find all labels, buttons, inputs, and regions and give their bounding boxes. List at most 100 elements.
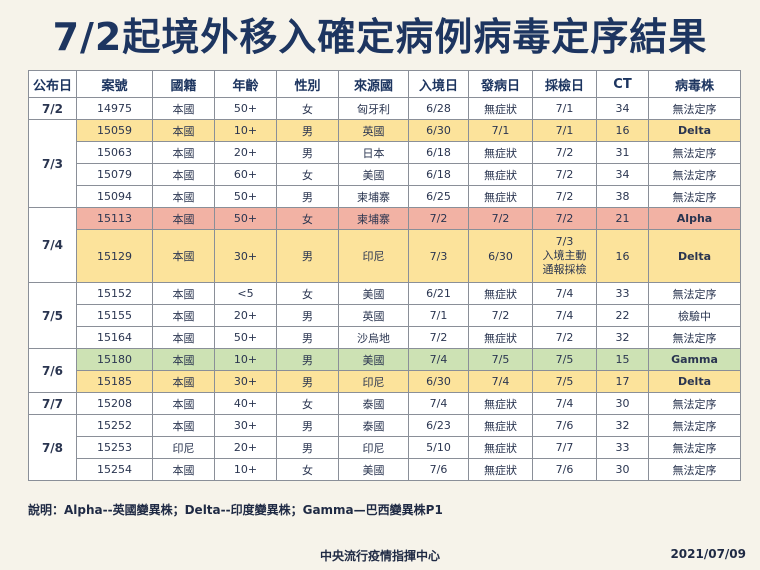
table-cell: 女 bbox=[276, 163, 339, 186]
table-cell: 7/2 bbox=[468, 207, 533, 230]
table-cell: 60+ bbox=[214, 163, 277, 186]
table-cell: 無法定序 bbox=[648, 141, 741, 164]
table-cell: 本國 bbox=[152, 229, 215, 283]
table-cell: 男 bbox=[276, 304, 339, 327]
table-cell: 15180 bbox=[76, 348, 153, 371]
table-cell: 16 bbox=[596, 119, 649, 142]
table-cell: 印尼 bbox=[338, 436, 409, 459]
table-cell: 7/2 bbox=[408, 207, 469, 230]
table-cell: 7/2 bbox=[532, 163, 597, 186]
table-cell: Gamma bbox=[648, 348, 741, 371]
table-cell: 無症狀 bbox=[468, 436, 533, 459]
table-cell: 男 bbox=[276, 185, 339, 208]
table-cell: 無法定序 bbox=[648, 282, 741, 305]
table-cell: 7/5 bbox=[532, 370, 597, 393]
table-cell: 50+ bbox=[214, 97, 277, 120]
publish-date-cell: 7/6 bbox=[28, 348, 77, 393]
table-cell: 本國 bbox=[152, 458, 215, 481]
table-cell: 16 bbox=[596, 229, 649, 283]
table-cell: 6/30 bbox=[468, 229, 533, 283]
table-cell: 15254 bbox=[76, 458, 153, 481]
table-cell: 無法定序 bbox=[648, 436, 741, 459]
table-cell: 沙烏地 bbox=[338, 326, 409, 349]
table-cell: 6/21 bbox=[408, 282, 469, 305]
table-cell: 泰國 bbox=[338, 414, 409, 437]
table-cell: 6/18 bbox=[408, 141, 469, 164]
table-cell: 女 bbox=[276, 282, 339, 305]
table-cell: 無症狀 bbox=[468, 326, 533, 349]
table-cell: 本國 bbox=[152, 414, 215, 437]
table-cell: 無症狀 bbox=[468, 414, 533, 437]
table-cell: 無法定序 bbox=[648, 414, 741, 437]
table-cell: 7/4 bbox=[532, 304, 597, 327]
table-cell: Delta bbox=[648, 229, 741, 283]
table-row: 15129 本國 30+ 男印尼 7/3 6/30 7/3 入境主動 通報採檢 16 Delta bbox=[29, 229, 741, 283]
table-cell: 40+ bbox=[214, 392, 277, 415]
table-cell: 17 bbox=[596, 370, 649, 393]
table-cell: 7/4 bbox=[532, 282, 597, 305]
table-cell: Delta bbox=[648, 119, 741, 142]
publish-date-cell: 7/2 bbox=[28, 97, 77, 120]
table-cell: 無症狀 bbox=[468, 458, 533, 481]
table-cell: 柬埔寨 bbox=[338, 207, 409, 230]
table-cell: 無法定序 bbox=[648, 458, 741, 481]
column-header: 病毒株 bbox=[648, 70, 741, 98]
table-cell: 7/1 bbox=[408, 304, 469, 327]
table-cell: 10+ bbox=[214, 119, 277, 142]
table-cell: 無法定序 bbox=[648, 163, 741, 186]
table-cell: 6/23 bbox=[408, 414, 469, 437]
table-cell: 男 bbox=[276, 436, 339, 459]
table-cell: 7/1 bbox=[532, 119, 597, 142]
table-cell: 本國 bbox=[152, 97, 215, 120]
table-cell: 英國 bbox=[338, 304, 409, 327]
table-cell: 男 bbox=[276, 229, 339, 283]
table-cell: 7/4 bbox=[468, 370, 533, 393]
table-cell: 30+ bbox=[214, 414, 277, 437]
table-cell: 7/2 bbox=[532, 207, 597, 230]
table-cell: 15253 bbox=[76, 436, 153, 459]
table-cell: 男 bbox=[276, 141, 339, 164]
table-cell: 無法定序 bbox=[648, 392, 741, 415]
table-cell: 無症狀 bbox=[468, 185, 533, 208]
table-cell: 15129 bbox=[76, 229, 153, 283]
table-cell: 32 bbox=[596, 326, 649, 349]
publish-date-cell: 7/7 bbox=[28, 392, 77, 415]
table-cell: 15252 bbox=[76, 414, 153, 437]
column-header: 發病日 bbox=[468, 70, 533, 98]
table-cell: 32 bbox=[596, 414, 649, 437]
table-cell: 男 bbox=[276, 326, 339, 349]
table-cell: 男 bbox=[276, 370, 339, 393]
table-row: 7/8 15252 本國 30+ 男泰國 6/23 無症狀 7/6 32 無法定序 bbox=[28, 414, 741, 481]
table-row: 7/5 15152 本國 <5 女美國 6/21 無症狀 7/4 33 無法定序 bbox=[28, 282, 741, 349]
table-cell: 6/30 bbox=[408, 370, 469, 393]
table-cell: 美國 bbox=[338, 163, 409, 186]
table-row: 15253 印尼 20+ 男印尼 5/10 無症狀 7/7 33 無法定序 bbox=[29, 436, 741, 459]
table-cell: 15164 bbox=[76, 326, 153, 349]
publish-date-cell: 7/8 bbox=[28, 414, 77, 481]
table-cell: 女 bbox=[276, 392, 339, 415]
table-cell: 31 bbox=[596, 141, 649, 164]
table-cell: 20+ bbox=[214, 304, 277, 327]
column-header: 性別 bbox=[276, 70, 339, 98]
table-cell: 本國 bbox=[152, 348, 215, 371]
table-cell: 6/18 bbox=[408, 163, 469, 186]
table-row: 15063 本國 20+ 男日本 6/18 無症狀 7/2 31 無法定序 bbox=[29, 141, 741, 164]
table-cell: 14975 bbox=[76, 97, 153, 120]
table-cell: 15152 bbox=[76, 282, 153, 305]
table-cell: 7/3 bbox=[408, 229, 469, 283]
table-cell: 50+ bbox=[214, 185, 277, 208]
footer-date: 2021/07/09 bbox=[670, 547, 746, 561]
table-cell: 7/1 bbox=[532, 97, 597, 120]
table-cell: 15113 bbox=[76, 207, 153, 230]
table-row: 7/6 15180 本國 10+ 男美國 7/4 7/5 7/5 15 Gamma bbox=[28, 348, 741, 393]
table-cell: 7/6 bbox=[408, 458, 469, 481]
table-cell: 美國 bbox=[338, 458, 409, 481]
table-cell: 20+ bbox=[214, 436, 277, 459]
table-cell: 7/4 bbox=[408, 392, 469, 415]
table-row: 7/4 15113 本國 50+ 女柬埔寨 7/2 7/2 7/2 21 Alpha bbox=[28, 207, 741, 283]
table-cell: 5/10 bbox=[408, 436, 469, 459]
table-cell: 15079 bbox=[76, 163, 153, 186]
table-row: 15254 本國 10+ 女美國 7/6 無症狀 7/6 30 無法定序 bbox=[29, 458, 741, 481]
table-cell: 無症狀 bbox=[468, 392, 533, 415]
table-cell: 本國 bbox=[152, 282, 215, 305]
